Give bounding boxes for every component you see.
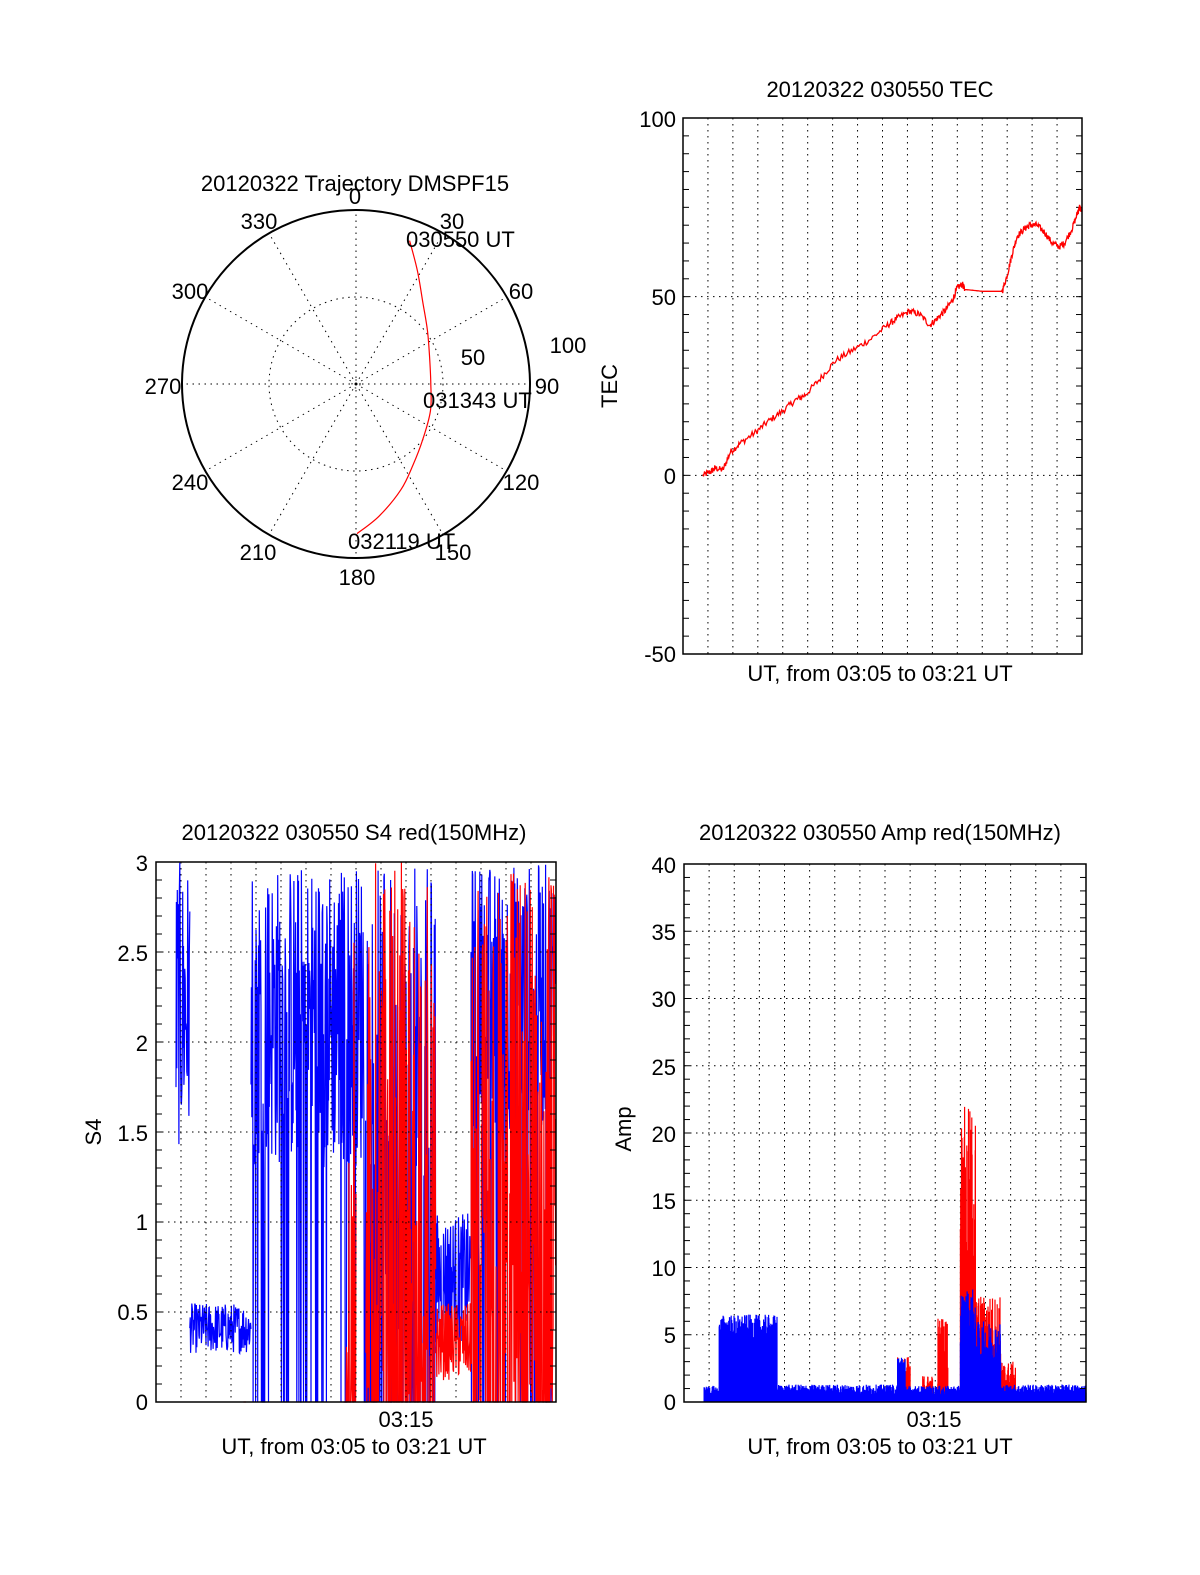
angle-label-330: 330 [241,209,278,234]
trajectory-start-time: 030550 UT [406,227,515,252]
amp-xtick-0315: 03:15 [906,1407,961,1432]
amp-title: 20120322 030550 Amp red(150MHz) [699,820,1061,845]
s4-ytick-1: 1 [136,1210,148,1235]
amp-ytick-20: 20 [652,1122,676,1147]
tec-series [702,204,1083,477]
s4-xtick-0315: 03:15 [378,1407,433,1432]
angle-label-0: 0 [349,184,361,209]
polar-spoke-60 [355,296,507,385]
angle-label-180: 180 [339,565,376,590]
polar-spoke-300 [205,296,357,385]
amp-ytick-30: 30 [652,987,676,1012]
angle-label-60: 60 [509,279,533,304]
s4-blue-segment-1 [189,1303,252,1355]
amp-blue-segment-0 [703,1385,720,1402]
tec-ytick-100: 100 [639,107,676,132]
s4-xlabel: UT, from 03:05 to 03:21 UT [221,1434,486,1459]
trajectory-polar-chart: 20120322 Trajectory DMSPF15 0 30 60 90 1… [145,171,587,590]
angle-label-30: 30 [440,209,464,234]
s4-ytick-2: 2 [136,1031,148,1056]
amp-ytick-40: 40 [652,853,676,878]
amp-ytick-10: 10 [652,1256,676,1281]
polar-spoke-120 [355,383,507,472]
polar-outer-circle [181,209,531,559]
trajectory-title: 20120322 Trajectory DMSPF15 [201,171,509,196]
amp-chart: 20120322 030550 Amp red(150MHz) 0 5 10 1… [611,820,1087,1459]
tec-ytick-labels: 100 50 0 -50 [639,107,676,667]
amp-series [703,1106,1087,1402]
s4-ylabel: S4 [81,1119,106,1146]
s4-chart: 20120322 030550 S4 red(150MHz) 0 0.5 1 1… [81,820,557,1459]
amp-xlabel: UT, from 03:05 to 03:21 UT [747,1434,1012,1459]
trajectory-mid-time: 031343 UT [423,388,532,413]
s4-ytick-3: 3 [136,851,148,876]
amp-blue-segment-4 [904,1385,961,1402]
amp-ytick-5: 5 [664,1323,676,1348]
s4-minor-ticks [156,879,556,1385]
polar-center-ring [351,379,361,389]
angle-label-150: 150 [435,540,472,565]
amp-ytick-0: 0 [664,1390,676,1415]
s4-ytick-1.5: 1.5 [117,1121,148,1146]
amp-blue-segment-2 [776,1384,899,1402]
s4-plot-frame [155,861,557,1403]
polar-angle-labels: 0 30 60 90 120 150 180 210 240 270 300 3… [145,184,560,590]
s4-red-segment-4 [435,1303,472,1381]
amp-blue-segment-3 [897,1357,906,1402]
tec-title: 20120322 030550 TEC [766,77,993,102]
polar-spoke-210 [268,383,357,535]
s4-ytick-0.5: 0.5 [117,1300,148,1325]
angle-label-300: 300 [172,279,209,304]
amp-ytick-labels: 0 5 10 15 20 25 30 35 40 [652,853,676,1415]
tec-ylabel: TEC [597,364,622,408]
tec-plot-frame [682,117,1083,655]
amp-blue-segment-7 [1000,1384,1087,1402]
radial-label-100: 100 [550,333,587,358]
polar-spoke-30 [355,233,444,385]
amp-minor-ticks [684,876,1086,1390]
amp-ylabel: Amp [611,1106,636,1151]
angle-label-120: 120 [503,470,540,495]
angle-label-210: 210 [240,540,277,565]
s4-grid [156,862,556,1402]
angle-label-270: 270 [145,374,182,399]
polar-spoke-150 [355,383,444,535]
polar-spoke-240 [205,383,357,472]
tec-chart: 20120322 030550 TEC 100 50 0 -50 TEC UT,… [597,77,1083,686]
tec-ytick-50: 50 [652,285,676,310]
s4-blue-segment-2 [250,870,367,1403]
s4-ytick-0: 0 [136,1390,148,1415]
s4-title: 20120322 030550 S4 red(150MHz) [182,820,527,845]
amp-plot-frame [683,863,1087,1403]
amp-blue-segment-1 [718,1314,778,1402]
trajectory-line [356,240,432,535]
amp-ytick-25: 25 [652,1055,676,1080]
tec-xlabel: UT, from 03:05 to 03:21 UT [747,661,1012,686]
amp-ytick-15: 15 [652,1189,676,1214]
tec-line [702,204,1083,477]
tec-grid [683,118,1082,654]
s4-blue-segment-0 [175,862,191,1145]
angle-label-90: 90 [535,374,559,399]
angle-label-240: 240 [172,470,209,495]
tec-ytick-neg50: -50 [644,642,676,667]
polar-spoke-330 [268,233,357,385]
s4-ytick-2.5: 2.5 [117,941,148,966]
trajectory-end-time: 032119 UT [348,529,455,554]
tec-ytick-0: 0 [664,464,676,489]
amp-blue-segment-5 [959,1289,976,1402]
amp-ytick-35: 35 [652,920,676,945]
radial-label-50: 50 [461,345,485,370]
tec-minor-ticks [683,135,1082,637]
amp-blue-segment-6 [974,1321,1002,1402]
polar-ring-50 [268,296,444,472]
s4-ytick-labels: 0 0.5 1 1.5 2 2.5 3 [117,851,148,1415]
polar-grid [182,210,530,558]
